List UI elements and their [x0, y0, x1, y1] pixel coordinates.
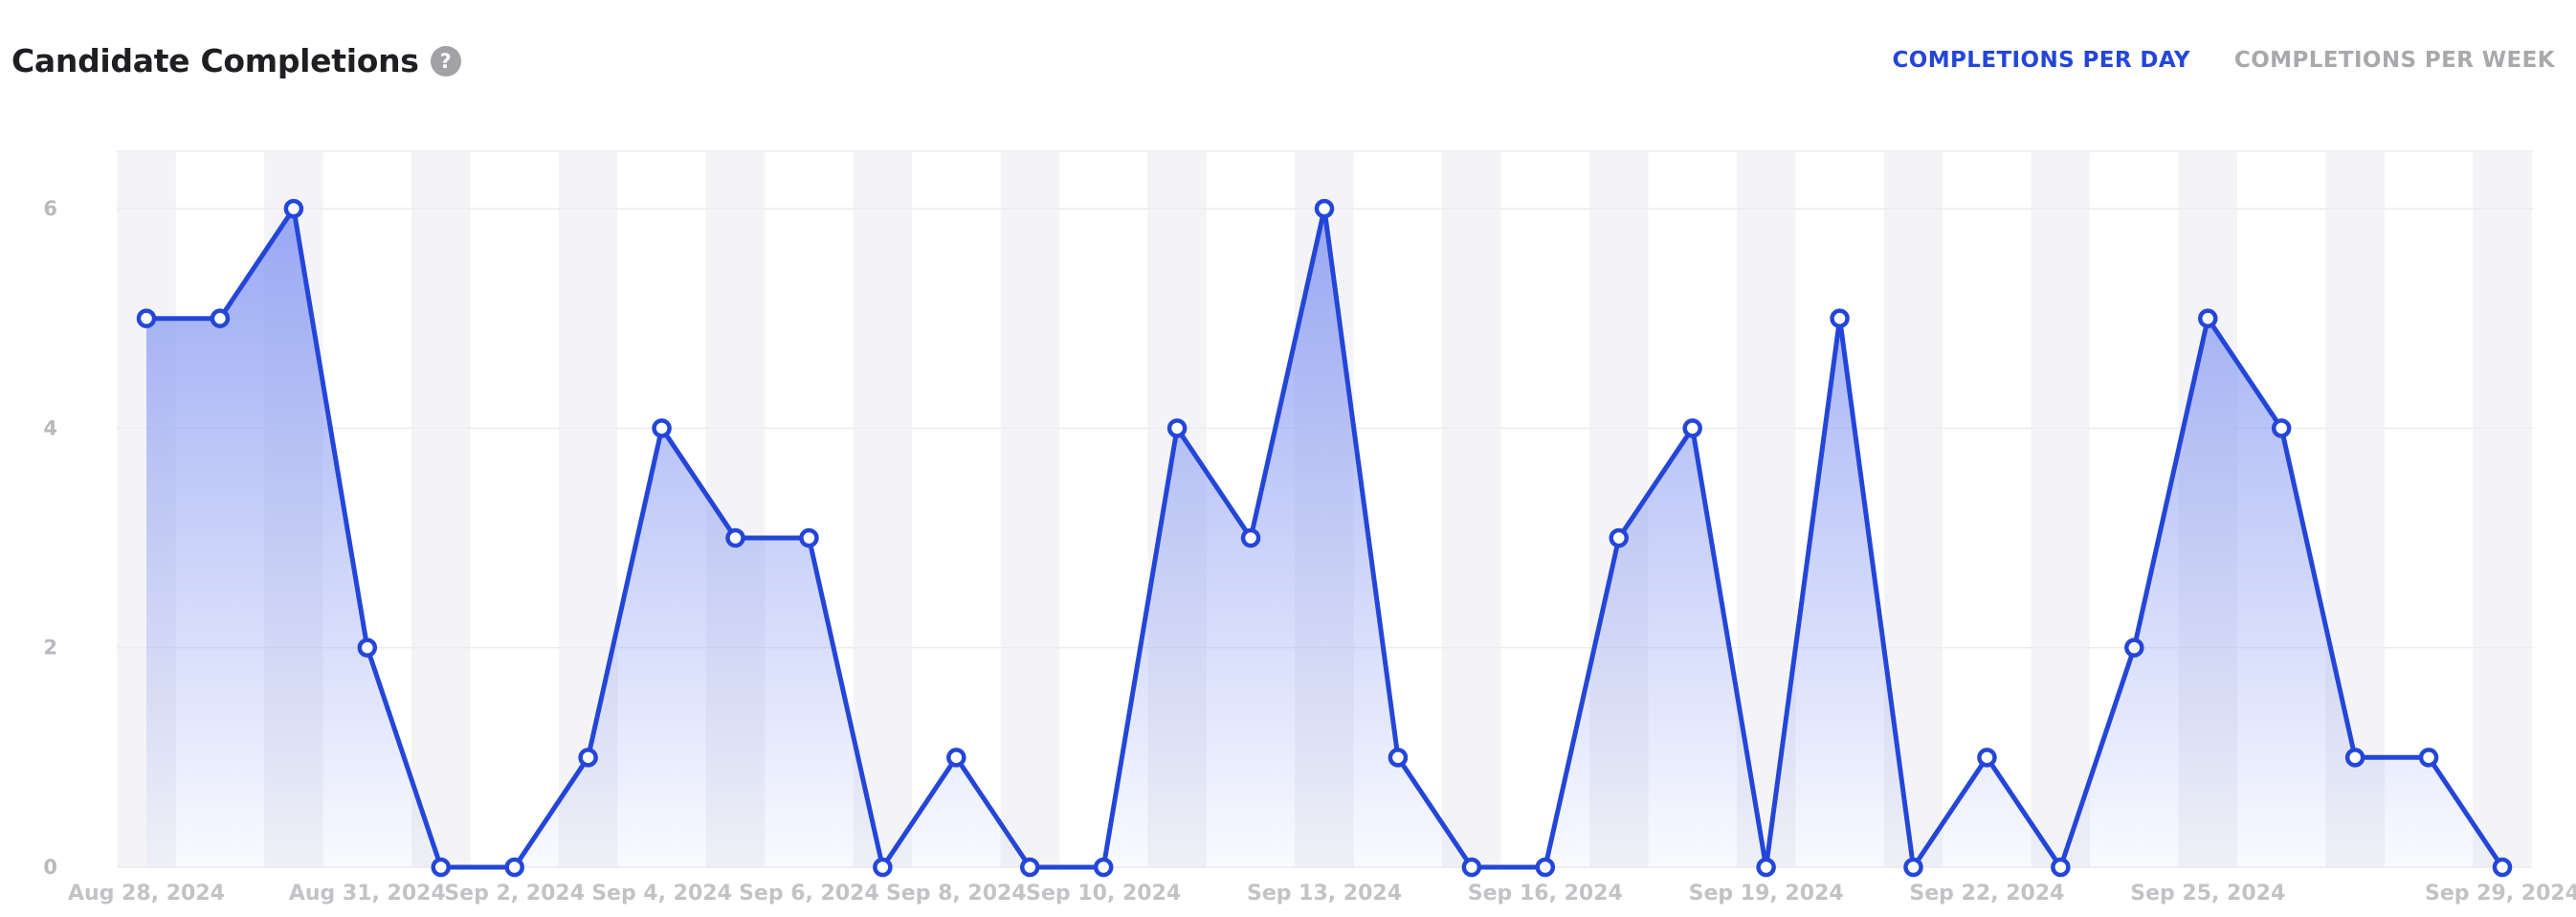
data-point: [1535, 857, 1556, 878]
chart-title: Candidate Completions: [11, 42, 419, 79]
data-point: [2492, 857, 2513, 878]
data-point: [1020, 857, 1040, 878]
x-tick-label: Sep 22, 2024: [1909, 882, 2064, 906]
tab-completions-per-day[interactable]: COMPLETIONS PER DAY: [1892, 48, 2190, 73]
data-point: [1756, 857, 1776, 878]
help-icon[interactable]: ?: [430, 45, 461, 77]
day-band: [411, 151, 471, 867]
day-band: [853, 151, 913, 867]
x-tick-label: Sep 2, 2024: [444, 882, 585, 906]
data-point: [283, 198, 304, 219]
view-tabs: COMPLETIONS PER DAY COMPLETIONS PER WEEK: [1893, 48, 2555, 73]
data-point: [2418, 748, 2439, 768]
data-point: [1830, 308, 1850, 328]
x-tick-label: Sep 25, 2024: [2130, 882, 2285, 906]
title-group: Candidate Completions ?: [11, 42, 461, 79]
data-points: [136, 198, 2513, 878]
y-tick-label: 6: [43, 197, 57, 220]
day-band: [1442, 151, 1501, 867]
data-point: [799, 527, 819, 548]
x-tick-label: Aug 28, 2024: [68, 882, 225, 906]
data-point: [504, 857, 524, 878]
y-axis: 0 2 4 6: [43, 197, 57, 879]
data-point: [2198, 308, 2218, 328]
data-point: [652, 418, 672, 438]
data-point: [1609, 527, 1629, 548]
data-point: [1388, 748, 1409, 768]
data-point: [725, 527, 745, 548]
x-tick-label: Sep 29, 2024: [2425, 882, 2576, 906]
x-tick-label: Aug 31, 2024: [289, 882, 446, 906]
x-tick-label: Sep 19, 2024: [1689, 882, 1844, 906]
y-tick-label: 2: [43, 637, 57, 660]
day-band: [2473, 151, 2532, 867]
data-point: [1682, 418, 1702, 438]
tab-completions-per-week[interactable]: COMPLETIONS PER WEEK: [2233, 48, 2555, 73]
data-point: [357, 637, 378, 658]
chart-header: Candidate Completions ? COMPLETIONS PER …: [0, 0, 2576, 124]
data-point: [2124, 637, 2144, 658]
x-tick-label: Sep 10, 2024: [1026, 882, 1181, 906]
x-tick-label: Sep 4, 2024: [591, 882, 732, 906]
day-band: [2031, 151, 2091, 867]
x-tick-label: Sep 16, 2024: [1468, 882, 1623, 906]
data-point: [873, 857, 893, 878]
data-point: [946, 748, 966, 768]
data-point: [1977, 748, 1997, 768]
y-tick-label: 4: [43, 416, 57, 439]
area-fill: [146, 209, 2502, 867]
data-point: [431, 857, 451, 878]
data-point: [1093, 857, 1114, 878]
data-point: [1903, 857, 1923, 878]
data-point: [578, 748, 598, 768]
x-tick-label: Sep 13, 2024: [1247, 882, 1402, 906]
data-point: [1166, 418, 1188, 438]
data-point: [1240, 527, 1261, 548]
data-point: [210, 308, 231, 328]
data-point: [1314, 198, 1335, 219]
x-tick-label: Sep 6, 2024: [739, 882, 879, 906]
data-point: [2271, 418, 2292, 438]
data-point: [2051, 857, 2071, 878]
x-tick-label: Sep 8, 2024: [886, 882, 1027, 906]
data-point: [1461, 857, 1482, 878]
data-point: [2344, 748, 2365, 768]
data-point: [136, 308, 157, 328]
y-tick-label: 0: [43, 856, 57, 879]
day-band: [1000, 151, 1060, 867]
